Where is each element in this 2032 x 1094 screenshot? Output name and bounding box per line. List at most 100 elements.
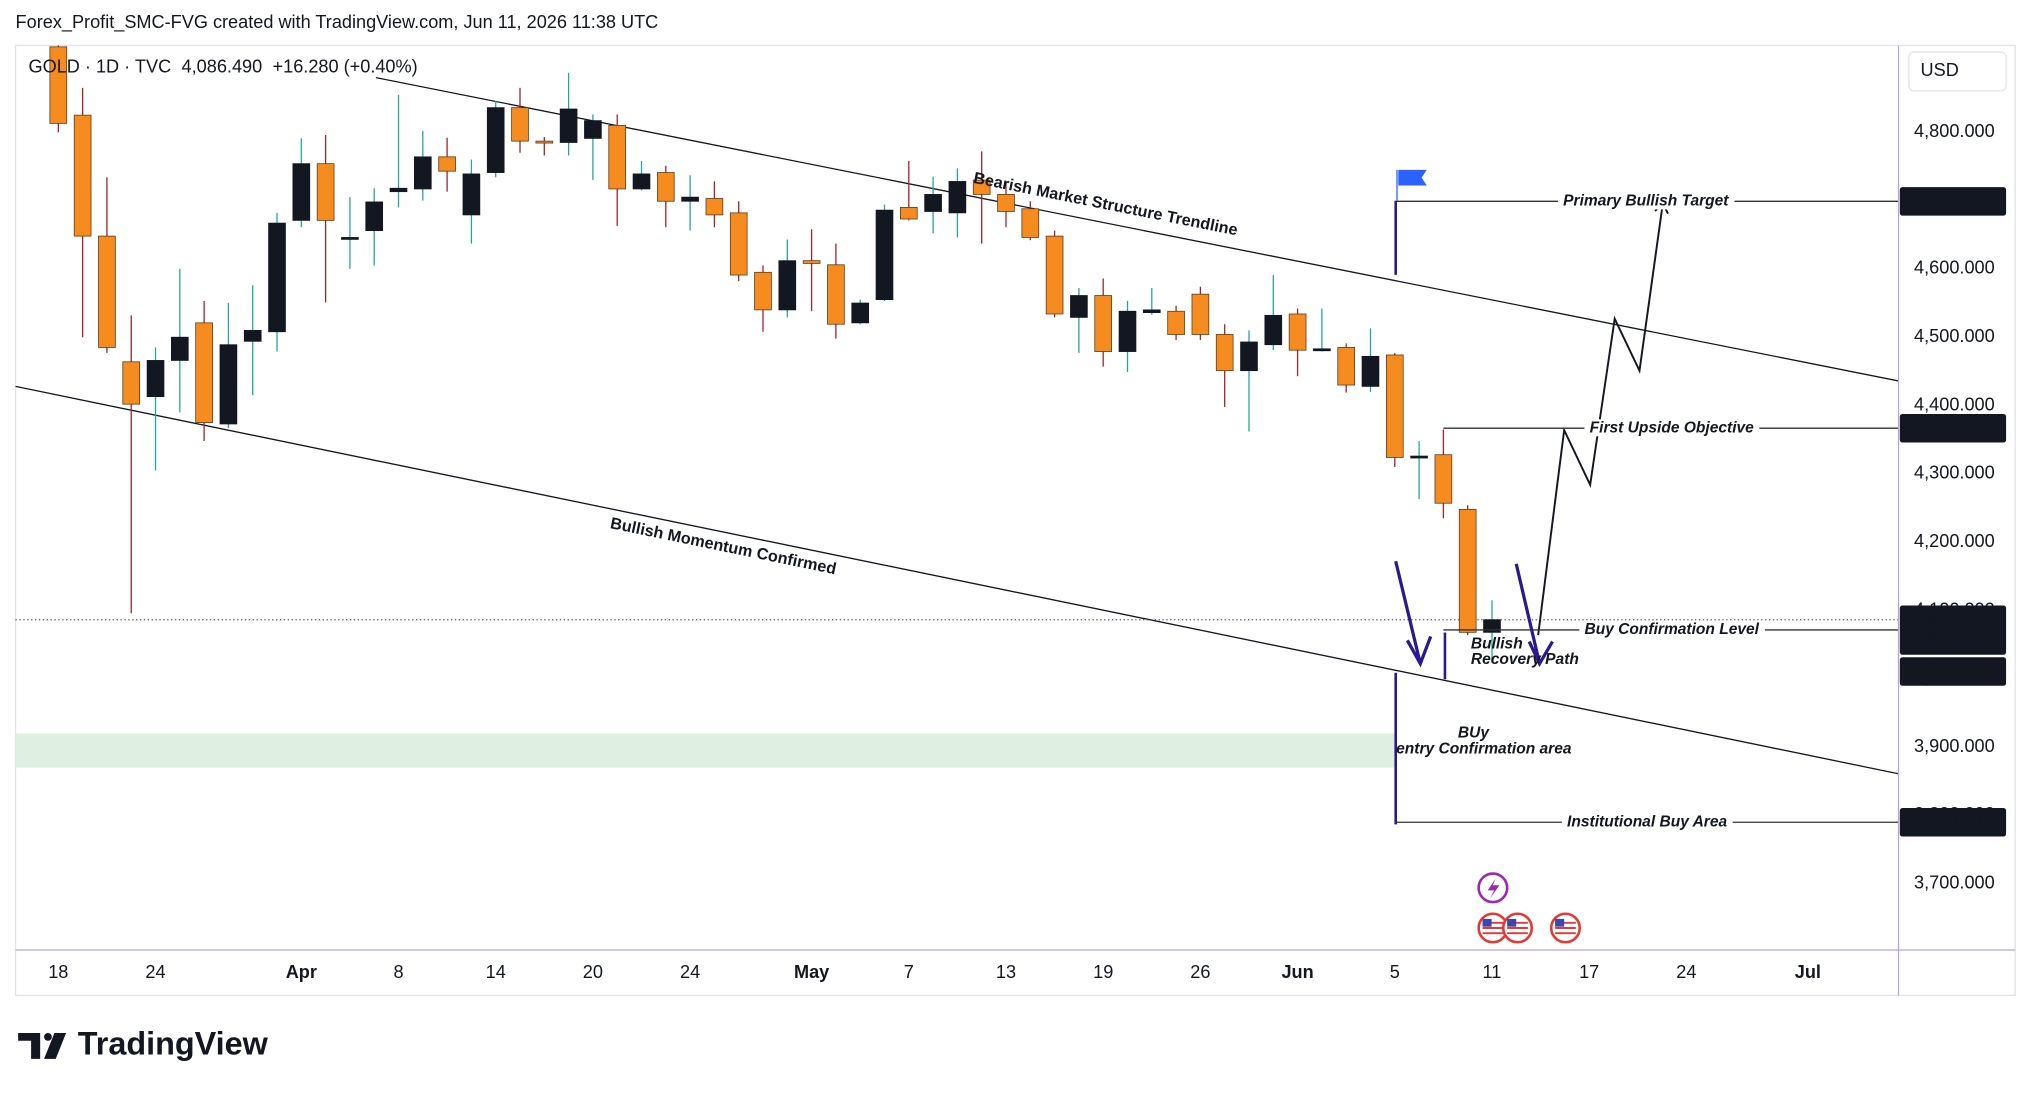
y-tick-label: 3,700.000 [1914, 873, 1995, 893]
x-tick-label: 17 [1579, 962, 1599, 982]
y-tick-label: 4,500.000 [1914, 326, 1995, 346]
candle-body [1458, 508, 1477, 633]
trendline-label: Bullish Momentum Confirmed [609, 514, 838, 578]
price-tag [1899, 187, 2007, 216]
price-tag [1899, 657, 2007, 686]
annotation: entry Confirmation area [1396, 740, 1572, 757]
candle-body [49, 46, 68, 124]
candle-body [1337, 347, 1356, 386]
countdown: 09:21:42 [1918, 629, 1989, 649]
candle-body [1361, 355, 1380, 387]
candle-body [1215, 334, 1234, 372]
trendline [375, 76, 1899, 382]
x-tick-label: 24 [145, 962, 165, 982]
currency-button[interactable] [1908, 51, 2007, 92]
currency: USD [1921, 60, 1959, 80]
annotation: BUy [1458, 725, 1490, 742]
candle-body [632, 173, 651, 190]
candle-body [462, 173, 481, 216]
x-tick-label: 19 [1093, 962, 1113, 982]
brand: TradingView [78, 1025, 269, 1061]
candle-body [1288, 313, 1307, 351]
candle-body [146, 360, 165, 398]
price-tag [1899, 413, 2007, 443]
candle-body [98, 235, 116, 348]
candle-body [243, 329, 262, 342]
flag-stripes [1482, 921, 1576, 935]
candle-body [754, 271, 772, 311]
y-tick-label: 4,300.000 [1914, 463, 1995, 483]
candle-body [268, 222, 286, 333]
candle-body [1483, 619, 1501, 633]
logo-mark [18, 1032, 41, 1059]
candle-body [316, 163, 335, 221]
candle-body [1118, 310, 1137, 352]
x-tick-label: 20 [583, 962, 603, 982]
event-icons [1477, 872, 1582, 944]
projection-path [1537, 203, 1664, 636]
level-label-bg [1579, 621, 1765, 639]
candle-body [924, 194, 942, 212]
candle-body [535, 140, 554, 144]
candle-body [681, 196, 699, 202]
arrow [1394, 560, 1433, 668]
level-label: Institutional Buy Area [1567, 813, 1727, 830]
level-label: Buy Confirmation Level [1584, 621, 1759, 638]
candle-body [1264, 314, 1283, 346]
candle-body [656, 172, 675, 202]
candle-body [1142, 309, 1161, 313]
candle-body [486, 107, 505, 173]
level-label: First Upside Objective [1590, 419, 1755, 436]
candle-body [1434, 454, 1453, 504]
annotation: Recovery Path [1471, 651, 1579, 668]
candle-body [341, 237, 359, 240]
trendline [15, 385, 1899, 775]
level-label: Primary Bullish Target [1563, 192, 1729, 209]
candle-body [948, 181, 967, 214]
candle-body [195, 322, 213, 423]
candle-body [122, 361, 141, 405]
price-tag-label: 4,698.875 [1913, 190, 1994, 210]
current-price-tag [1899, 605, 2007, 655]
x-tick-label: May [794, 962, 829, 982]
logo-mark [44, 1032, 67, 1059]
level-label-bg [1561, 813, 1733, 831]
candle-body [1167, 310, 1185, 335]
candle-body [1094, 295, 1113, 352]
candle-body [997, 194, 1015, 212]
candle-body [438, 156, 456, 172]
header: Forex_Profit_SMC-FVG created with Tradin… [16, 12, 659, 33]
x-tick-label: 5 [1390, 962, 1400, 982]
x-tick-label: 24 [1676, 962, 1696, 982]
legend-change: +16.280 (+0.40%) [273, 56, 418, 76]
flag-canton [1507, 918, 1517, 927]
annotation: Bullish [1471, 635, 1523, 652]
brand-logo [18, 1032, 67, 1059]
candle-body [608, 125, 627, 190]
candle-body [1191, 293, 1210, 335]
y-tick-label: 4,600.000 [1914, 258, 1995, 278]
candle-body [73, 114, 92, 237]
price-tag [1899, 807, 2007, 837]
price-tag-label: 4,366.801 [1913, 417, 1994, 437]
candle-body [584, 120, 602, 139]
x-tick-label: 13 [996, 962, 1016, 982]
candle-body [778, 260, 797, 311]
x-tick-label: 11 [1483, 962, 1502, 982]
entry-zone [15, 733, 1395, 768]
candle-body [1070, 295, 1088, 318]
legend-symbol: GOLD · 1D · TVC [29, 56, 172, 76]
candle-body [729, 212, 748, 276]
y-tick-label: 4,200.000 [1914, 531, 1995, 551]
candle-body [827, 264, 845, 325]
x-tick-label: Apr [286, 962, 317, 982]
price-tag-label: 3,790.045 [1913, 811, 1994, 831]
candle-body [1385, 354, 1404, 458]
x-tick-label: 8 [393, 962, 403, 982]
candle-body [1240, 341, 1258, 372]
candle-body [875, 209, 894, 301]
candle-body [1410, 455, 1428, 459]
candle-body [802, 260, 821, 264]
